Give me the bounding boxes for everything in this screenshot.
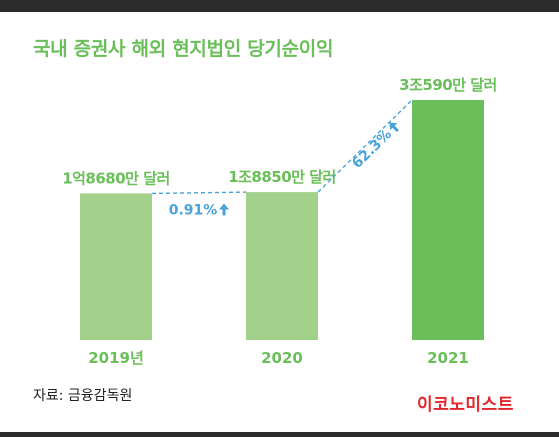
source-note: 자료: 금융감독원 [33,388,133,404]
growth-connector-0 [151,191,247,195]
top-border [0,0,559,12]
value-label-2: 3조590만 달러 [399,76,497,94]
growth-label-0: 0.91% [169,202,218,218]
category-label-2: 2021 [427,349,469,367]
bottom-border [0,432,559,437]
category-label-1: 2020 [261,349,303,367]
growth-arrow-0 [219,203,229,210]
growth-arrow-stem-0 [222,209,226,216]
growth-arrow-1 [389,122,399,133]
publisher-logo: 이코노미스트 [417,395,514,415]
bar-0 [80,193,152,340]
growth-connector-1 [317,99,413,193]
bar-1 [246,192,318,340]
value-label-0: 1억8680만 달러 [62,169,170,187]
value-label-1: 1조8850만 달러 [228,168,336,186]
chart-title: 국내 증권사 해외 현지법인 당기순이익 [33,38,334,60]
category-label-0: 2019년 [88,349,144,367]
growth-label-1: 62.3% [349,126,395,171]
bar-2 [412,100,484,340]
